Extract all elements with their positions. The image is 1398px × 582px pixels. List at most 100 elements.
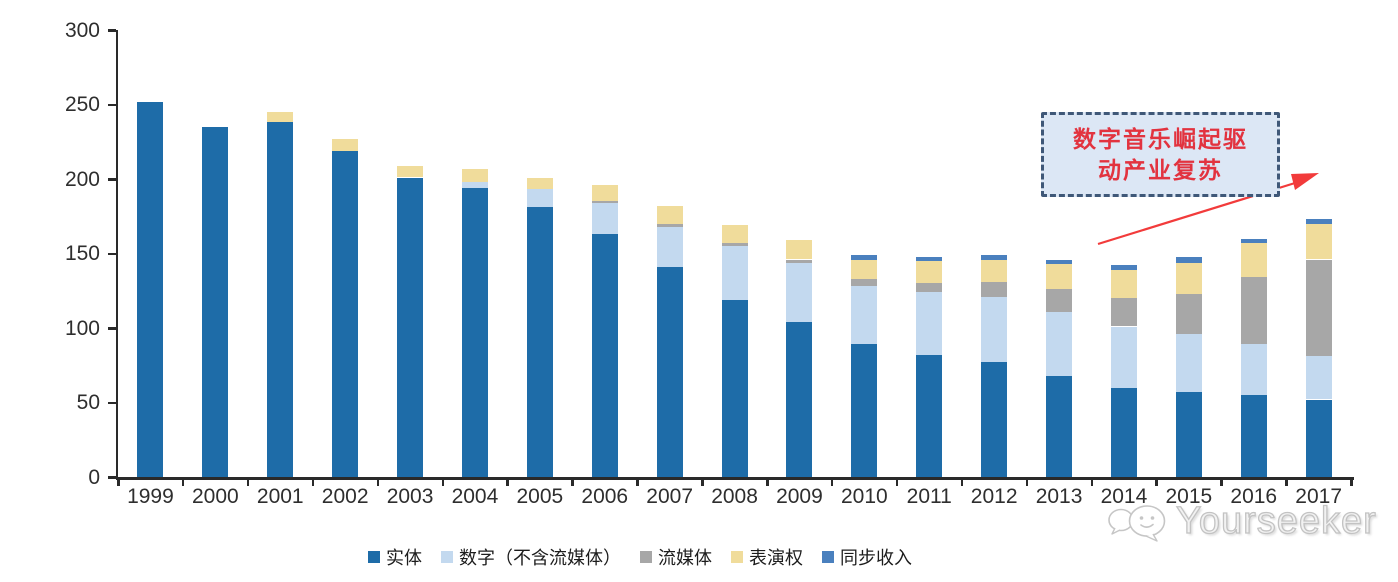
bar-segment-4 (267, 111, 294, 123)
bar-segment-1 (332, 150, 359, 477)
bar-segment-1 (786, 322, 813, 477)
x-axis-tick (701, 479, 704, 486)
bar-segment-3 (591, 201, 618, 203)
legend-swatch-icon (640, 551, 652, 563)
x-axis-tick (1220, 479, 1223, 486)
x-axis-label: 2009 (776, 485, 823, 508)
bar-segment-4 (526, 177, 553, 190)
legend-item-1: 实体 (368, 544, 422, 570)
x-axis-tick (766, 479, 769, 486)
bar-segment-3 (1175, 293, 1202, 334)
x-axis-label: 2017 (1295, 485, 1342, 508)
bar-segment-5 (1046, 259, 1073, 264)
x-axis-tick (117, 479, 120, 486)
y-axis-tick (108, 252, 116, 255)
bar-segment-1 (851, 344, 878, 477)
bar-segment-2 (786, 262, 813, 322)
bar-segment-2 (1175, 334, 1202, 393)
bar-segment-4 (1240, 243, 1267, 278)
x-axis-label: 2004 (451, 485, 499, 508)
bar-segment-2 (981, 296, 1008, 363)
bar-segment-2 (526, 189, 553, 208)
bar-segment-1 (981, 362, 1008, 477)
legend-label: 数字（不含流媒体） (459, 548, 621, 568)
y-axis-label: 250 (64, 93, 100, 116)
bar-segment-1 (1240, 395, 1267, 478)
x-axis-label: 2001 (256, 485, 304, 508)
x-axis-tick (830, 479, 834, 486)
y-axis-label: 0 (88, 465, 100, 489)
bar-segment-1 (1046, 375, 1073, 477)
bar-segment-4 (1305, 223, 1332, 260)
bar-segment-4 (786, 240, 813, 260)
bar-segment-1 (267, 122, 294, 477)
bar-segment-2 (591, 202, 618, 235)
x-axis-tick (1155, 479, 1158, 486)
x-axis-label: 2015 (1165, 485, 1213, 508)
y-axis-label: 100 (64, 316, 100, 340)
x-axis-label: 2007 (646, 485, 693, 508)
x-axis-tick (246, 479, 250, 486)
watermark: Yourseeker (1106, 499, 1377, 545)
bar-segment-5 (1305, 219, 1332, 224)
legend-swatch-icon (731, 551, 743, 563)
y-axis-line (115, 30, 118, 480)
legend-item-2: 数字（不含流媒体） (441, 544, 621, 570)
bar-segment-5 (981, 255, 1008, 260)
bar-segment-4 (656, 205, 683, 224)
bar-segment-4 (721, 225, 748, 244)
y-axis-label: 50 (76, 391, 100, 414)
y-axis-label: 300 (64, 18, 100, 42)
x-axis-tick (895, 479, 899, 486)
y-axis-tick (108, 178, 116, 181)
x-axis-label: 2013 (1035, 485, 1083, 508)
x-axis-label: 2008 (711, 485, 758, 508)
bar-segment-2 (1110, 326, 1137, 388)
legend-label: 实体 (386, 548, 422, 568)
chat-bubbles-smiley-icon (1108, 505, 1166, 542)
y-axis-tick (108, 29, 116, 32)
y-axis-tick (108, 103, 116, 106)
x-axis-label: 1999 (127, 485, 174, 508)
bar-segment-1 (1305, 399, 1332, 477)
bar-segment-1 (526, 207, 553, 477)
x-axis-label: 2011 (906, 485, 952, 508)
bar-segment-1 (721, 299, 748, 477)
bar-segment-5 (851, 255, 878, 260)
y-axis-tick (108, 327, 116, 330)
bar-segment-1 (916, 354, 943, 477)
bar-segment-4 (916, 260, 943, 284)
bar-segment-3 (786, 259, 813, 263)
legend-swatch-icon (368, 551, 380, 563)
y-axis-tick (108, 401, 116, 404)
x-axis-label: 2003 (386, 485, 434, 508)
x-axis-tick (441, 479, 444, 486)
bar-segment-2 (1305, 356, 1332, 400)
bar-segment-1 (1175, 392, 1202, 477)
legend-item-5: 同步收入 (822, 544, 912, 570)
legend-swatch-icon (822, 551, 834, 563)
legend-label: 流媒体 (658, 548, 712, 568)
bar-segment-3 (1240, 277, 1267, 345)
x-axis-line (115, 477, 1354, 480)
x-axis-label: 2006 (581, 485, 629, 508)
y-axis-tick (108, 476, 116, 479)
bar-segment-4 (332, 138, 359, 151)
x-axis-tick (571, 479, 574, 486)
bar-segment-4 (1046, 263, 1073, 290)
x-axis-label: 2010 (840, 485, 888, 508)
bar-segment-2 (721, 246, 748, 300)
x-axis-label: 2002 (321, 485, 369, 508)
bar-segment-1 (137, 101, 164, 477)
x-axis-tick (506, 479, 509, 486)
bar-segment-1 (656, 266, 683, 477)
legend-item-3: 流媒体 (640, 544, 712, 570)
x-axis-tick (181, 479, 185, 486)
x-axis-tick (1350, 479, 1353, 486)
bar-segment-5 (1240, 238, 1267, 244)
legend-item-4: 表演权 (731, 544, 803, 570)
y-axis-label: 200 (64, 167, 100, 191)
bar-segment-2 (851, 286, 878, 345)
bar-segment-1 (202, 126, 229, 477)
